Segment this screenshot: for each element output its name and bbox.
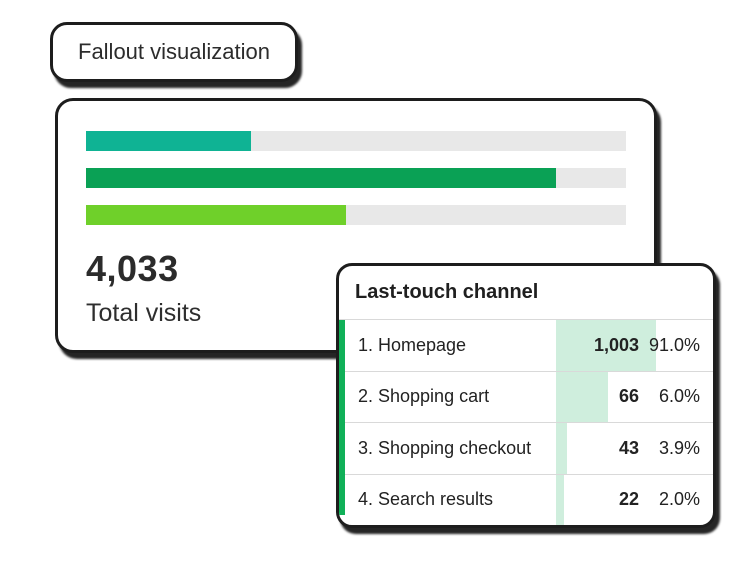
fallout-bar-fill-2: [86, 168, 556, 188]
table-row: 4. Search results 22 2.0%: [339, 474, 713, 525]
row-value: 1,003: [593, 334, 639, 355]
table-title: Last-touch channel: [355, 281, 539, 303]
row-value: 22: [618, 489, 639, 510]
total-visits-value: 4,033: [86, 248, 179, 289]
table-body: 1. Homepage 1,003 91.0% 2. Shopping cart…: [339, 320, 713, 525]
row-highlight-bar: [556, 371, 608, 422]
fallout-bar-track-2: [86, 168, 626, 188]
table-accent-bar: [339, 320, 345, 515]
row-label: 3. Shopping checkout: [358, 437, 532, 458]
row-percent: 2.0%: [658, 489, 700, 510]
row-percent: 91.0%: [648, 334, 700, 355]
row-percent: 6.0%: [658, 386, 700, 407]
total-visits-label: Total visits: [86, 299, 202, 327]
fallout-bar-fill-3: [86, 205, 347, 225]
row-value: 43: [618, 437, 639, 458]
fallout-summary-card: 4,033 Total visits: [55, 98, 657, 353]
row-label: 4. Search results: [358, 489, 494, 510]
fallout-bar-track-3: [86, 205, 626, 225]
table-row: 2. Shopping cart 66 6.0%: [339, 371, 713, 423]
row-highlight-bar: [556, 423, 567, 474]
row-label: 1. Homepage: [358, 334, 467, 355]
row-percent: 3.9%: [658, 437, 700, 458]
row-value: 66: [618, 386, 639, 407]
table-row: 1. Homepage 1,003 91.0%: [339, 320, 713, 372]
fallout-visualization-label: Fallout visualization: [78, 39, 270, 64]
fallout-visualization-badge: Fallout visualization: [50, 22, 298, 82]
last-touch-channel-card: Last-touch channel 1. Homepage 1,003 91.…: [336, 263, 716, 528]
fallout-bar-track-1: [86, 131, 626, 151]
row-highlight-bar: [556, 474, 564, 525]
table-header: Last-touch channel: [339, 266, 713, 320]
row-label: 2. Shopping cart: [358, 386, 490, 407]
fallout-bar-fill-1: [86, 131, 251, 151]
row-highlight-bar: [556, 320, 656, 371]
table-row: 3. Shopping checkout 43 3.9%: [339, 423, 713, 475]
